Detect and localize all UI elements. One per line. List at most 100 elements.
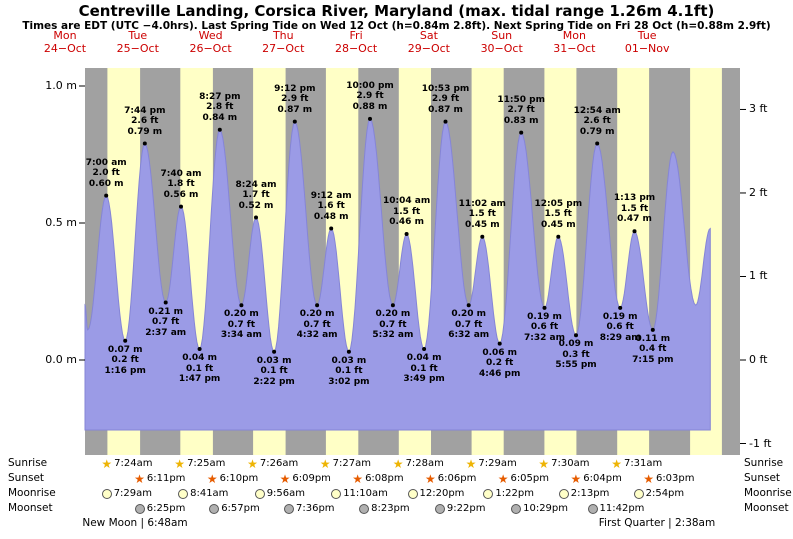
sunrise-time: 7:25am [187, 458, 226, 469]
low-tide-annotation: 0.19 m 0.6 ft 8:29 am [599, 311, 641, 343]
moonrise-circle-icon [407, 488, 418, 499]
sunrise-star-icon: ★ [319, 456, 331, 471]
high-tide-dot [292, 119, 297, 124]
moonrise-time: 1:22pm [495, 488, 534, 499]
high-tide-annotation: 7:40 am 1.8 ft 0.56 m [160, 168, 202, 200]
low-tide-dot [272, 349, 277, 354]
astro-sunrise-entry: ★ 7:28am [393, 457, 444, 470]
sunrise-row-label-left: Sunrise [8, 457, 48, 469]
moonrise-time: 12:20pm [419, 488, 465, 499]
sunset-star-icon: ★ [643, 471, 654, 486]
y-axis-label-m: 1.0 m [45, 79, 77, 92]
sunset-star-icon: ★ [134, 471, 145, 486]
day-label: Tue 01−Nov [624, 29, 670, 55]
moonset-time: 7:36pm [296, 503, 335, 514]
astro-moonrise-entry: 2:13pm [558, 487, 609, 500]
sunset-time: 6:04pm [583, 473, 622, 484]
astro-sunrise-entry: ★ 7:25am [174, 457, 225, 470]
moonrise-circle-icon [558, 488, 569, 499]
sunset-time: 6:06pm [437, 473, 477, 484]
high-tide-annotation: 7:00 am 2.0 ft 0.60 m [85, 157, 127, 189]
sunset-time: 6:11pm [146, 473, 186, 484]
sunrise-time: 7:24am [114, 458, 153, 469]
sunrise-row-label-right: Sunrise [744, 457, 784, 469]
high-tide-annotation: 11:02 am 1.5 ft 0.45 m [458, 198, 506, 230]
sunset-row-label-right: Sunset [744, 472, 781, 484]
astro-moonset-entry: 10:29pm [511, 502, 568, 515]
high-tide-annotation: 11:50 pm 2.7 ft 0.83 m [497, 94, 545, 126]
moonset-time: 6:25pm [146, 503, 186, 514]
low-tide-annotation: 0.09 m 0.3 ft 5:55 pm [555, 339, 597, 371]
sunrise-time: 7:28am [405, 458, 444, 469]
moonset-circle-icon [587, 503, 598, 514]
moonset-time: 11:42pm [599, 503, 645, 514]
low-tide-annotation: 0.11 m 0.4 ft 7:15 pm [632, 333, 674, 365]
high-tide-annotation: 8:24 am 1.7 ft 0.52 m [235, 179, 277, 211]
astro-sunset-entry: ★ 6:03pm [643, 472, 694, 485]
astro-moonset-entry: 9:22pm [434, 502, 486, 515]
low-tide-annotation: 0.21 m 0.7 ft 2:37 am [145, 306, 187, 338]
low-tide-annotation: 0.20 m 0.7 ft 3:34 am [220, 309, 262, 341]
high-tide-dot [329, 226, 334, 231]
moonset-row-label-right: Moonset [744, 502, 789, 514]
sunrise-star-icon: ★ [247, 456, 258, 471]
astro-sunrise-entry: ★ 7:29am [466, 457, 517, 470]
y-axis-label-ft: 1 ft [749, 269, 768, 283]
low-tide-annotation: 0.03 m 0.1 ft 2:22 pm [253, 355, 295, 387]
y-axis-label-ft: 3 ft [749, 102, 768, 116]
moonrise-circle-icon [633, 488, 644, 499]
moonrise-row-label-left: Moonrise [8, 487, 56, 499]
astro-sunset-entry: ★ 6:11pm [134, 472, 185, 485]
sunrise-star-icon: ★ [465, 456, 477, 471]
high-tide-dot [404, 232, 409, 236]
moonrise-time: 9:56am [266, 488, 306, 499]
low-tide-annotation: 0.20 m 0.7 ft 4:32 am [296, 309, 338, 341]
sunset-time: 6:10pm [219, 473, 259, 484]
high-tide-dot [254, 215, 258, 220]
astro-sunset-entry: ★ 6:06pm [425, 472, 476, 485]
moonrise-time: 8:41am [190, 488, 229, 499]
high-tide-annotation: 9:12 am 1.6 ft 0.48 m [310, 190, 352, 222]
moonrise-row-label-right: Moonrise [744, 487, 792, 499]
high-tide-dot [556, 234, 561, 239]
astro-moonrise-entry: 7:29am [101, 487, 152, 500]
high-tide-dot [480, 234, 485, 239]
astro-moonset-entry: 7:36pm [284, 502, 335, 515]
day-label: Tue 25−Oct [116, 29, 159, 55]
high-tide-dot [104, 193, 109, 198]
astro-moonrise-entry: 2:54pm [633, 487, 684, 500]
low-tide-dot [197, 347, 202, 351]
astro-moonrise-entry: 8:41am [178, 487, 228, 500]
low-tide-dot [618, 305, 623, 310]
high-tide-dot [179, 204, 183, 209]
low-tide-annotation: 0.04 m 0.1 ft 1:47 pm [178, 353, 221, 384]
sunset-time: 6:09pm [292, 473, 331, 484]
moonset-circle-icon [134, 503, 145, 514]
sunrise-star-icon: ★ [101, 456, 113, 471]
day-label: Mon 31−Oct [553, 29, 596, 55]
moonset-circle-icon [209, 503, 220, 514]
astro-sunset-entry: ★ 6:09pm [280, 472, 331, 485]
astro-moonrise-entry: 1:22pm [483, 487, 534, 500]
astro-sunset-entry: ★ 6:05pm [498, 472, 549, 485]
high-tide-dot [368, 116, 372, 121]
astro-sunrise-entry: ★ 7:31am [611, 457, 662, 470]
sunrise-star-icon: ★ [174, 456, 186, 471]
low-tide-dot [574, 333, 578, 338]
astro-moonrise-entry: 11:10am [331, 487, 388, 500]
low-tide-dot [315, 303, 320, 308]
moonset-time: 9:22pm [446, 503, 486, 514]
y-axis-label-ft: 0 ft [749, 353, 768, 366]
day-label: Sun 30−Oct [480, 29, 523, 55]
low-tide-annotation: 0.03 m 0.1 ft 3:02 pm [328, 355, 370, 387]
sunrise-time: 7:30am [551, 458, 590, 469]
astro-moonrise-entry: 9:56am [254, 487, 306, 500]
sunrise-time: 7:26am [259, 458, 299, 469]
low-tide-annotation: 0.07 m 0.2 ft 1:16 pm [104, 344, 146, 376]
astro-sunset-entry: ★ 6:04pm [571, 472, 622, 485]
page-title: Centreville Landing, Corsica River, Mary… [78, 2, 715, 20]
astro-sunrise-entry: ★ 7:27am [320, 457, 371, 470]
low-tide-dot [346, 349, 351, 354]
